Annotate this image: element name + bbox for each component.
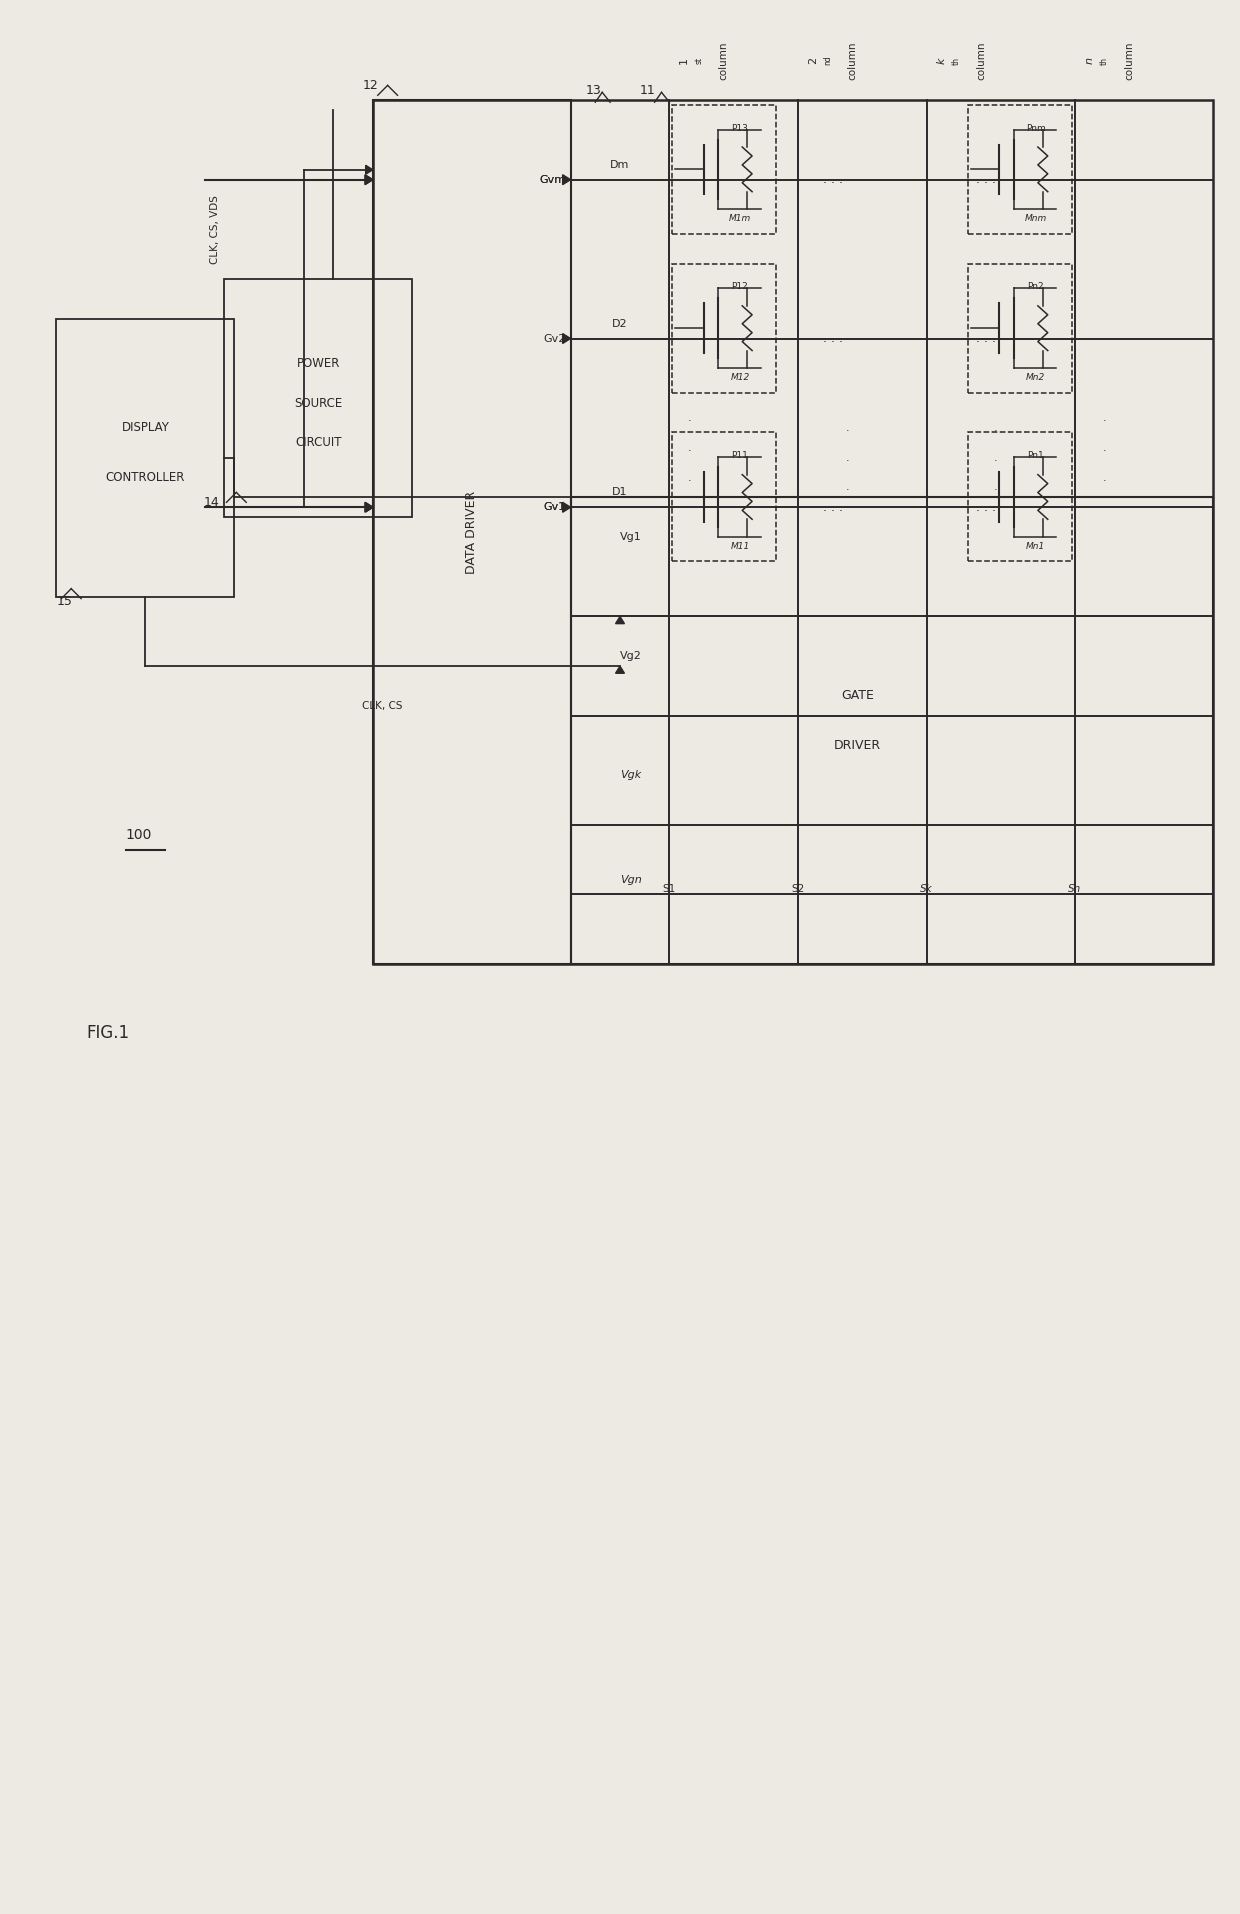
Text: . . .: . . . <box>976 172 996 186</box>
Bar <box>373 100 570 965</box>
Bar <box>56 318 234 597</box>
Text: 2: 2 <box>807 57 818 63</box>
Text: P12: P12 <box>732 283 748 291</box>
Text: DRIVER: DRIVER <box>833 739 880 752</box>
Text: . . .: . . . <box>976 501 996 513</box>
Polygon shape <box>365 501 373 513</box>
Text: CONTROLLER: CONTROLLER <box>105 471 185 484</box>
Text: .: . <box>846 482 849 492</box>
Text: FIG.1: FIG.1 <box>86 1024 129 1043</box>
Text: .: . <box>994 452 997 463</box>
Text: 12: 12 <box>363 78 378 92</box>
Polygon shape <box>615 616 625 624</box>
Text: Gvm: Gvm <box>539 174 565 184</box>
Text: .: . <box>846 452 849 463</box>
Text: Sk: Sk <box>920 884 932 894</box>
Polygon shape <box>366 176 373 184</box>
Text: .: . <box>687 442 691 454</box>
Text: Pn1: Pn1 <box>1027 452 1044 459</box>
Text: 100: 100 <box>125 829 153 842</box>
Polygon shape <box>365 174 373 184</box>
Text: CLK, CS, VDS: CLK, CS, VDS <box>210 195 219 264</box>
Text: Gv1: Gv1 <box>543 501 565 513</box>
Polygon shape <box>563 174 570 184</box>
Text: P11: P11 <box>732 452 748 459</box>
Text: GATE: GATE <box>841 689 874 702</box>
Text: 15: 15 <box>56 595 72 609</box>
Text: Pn2: Pn2 <box>1027 283 1044 291</box>
Bar <box>570 498 1213 965</box>
Text: .: . <box>687 473 691 482</box>
Text: .: . <box>1102 473 1106 482</box>
Text: . . .: . . . <box>822 172 843 186</box>
Text: .: . <box>994 423 997 433</box>
Text: Vg2: Vg2 <box>620 651 642 660</box>
Text: column: column <box>1125 42 1135 80</box>
Text: Mn2: Mn2 <box>1025 373 1045 381</box>
Text: Pnm: Pnm <box>1025 124 1045 132</box>
Bar <box>968 264 1071 392</box>
Text: . . .: . . . <box>822 501 843 513</box>
Text: P13: P13 <box>732 124 748 132</box>
Text: S2: S2 <box>791 884 805 894</box>
Text: Vgn: Vgn <box>620 875 642 884</box>
Text: .: . <box>1102 413 1106 423</box>
Text: Mnm: Mnm <box>1024 214 1047 222</box>
Text: 13: 13 <box>585 84 601 98</box>
Text: S1: S1 <box>663 884 676 894</box>
Text: 11: 11 <box>640 84 656 98</box>
Text: 1: 1 <box>680 57 689 63</box>
Bar <box>224 279 413 517</box>
Text: Sn: Sn <box>1068 884 1081 894</box>
Text: D1: D1 <box>613 488 627 498</box>
Text: 14: 14 <box>203 496 219 509</box>
Text: Gv1: Gv1 <box>543 501 565 513</box>
Bar <box>373 100 1213 965</box>
Text: th: th <box>1100 57 1109 65</box>
Text: M1m: M1m <box>729 214 751 222</box>
Text: .: . <box>846 423 849 433</box>
Text: POWER: POWER <box>296 356 340 369</box>
Polygon shape <box>366 503 373 511</box>
Polygon shape <box>563 333 570 343</box>
Bar <box>968 433 1071 561</box>
Text: . . .: . . . <box>822 331 843 345</box>
Polygon shape <box>366 503 373 511</box>
Text: CLK, CS: CLK, CS <box>362 701 403 710</box>
Text: column: column <box>976 42 986 80</box>
Text: n: n <box>1085 57 1095 63</box>
Text: DATA DRIVER: DATA DRIVER <box>465 490 479 574</box>
Polygon shape <box>615 666 625 674</box>
Text: k: k <box>936 57 946 63</box>
Text: column: column <box>847 42 857 80</box>
Text: .: . <box>687 413 691 423</box>
Text: Vgk: Vgk <box>620 769 641 781</box>
Text: CIRCUIT: CIRCUIT <box>295 436 342 450</box>
Bar <box>672 264 776 392</box>
Text: Gvm: Gvm <box>539 174 565 184</box>
Text: M12: M12 <box>730 373 749 381</box>
Text: .: . <box>994 482 997 492</box>
Polygon shape <box>563 501 570 513</box>
Text: st: st <box>694 57 703 63</box>
Bar <box>672 105 776 234</box>
Text: Dm: Dm <box>610 159 630 170</box>
Text: . . .: . . . <box>976 331 996 345</box>
Text: Vg1: Vg1 <box>620 532 642 542</box>
Bar <box>672 433 776 561</box>
Text: Gv2: Gv2 <box>543 333 565 343</box>
Text: column: column <box>719 42 729 80</box>
Text: nd: nd <box>823 56 832 65</box>
Polygon shape <box>366 165 373 174</box>
Text: M11: M11 <box>730 542 749 551</box>
Text: th: th <box>951 57 961 65</box>
Text: Mn1: Mn1 <box>1025 542 1045 551</box>
Text: SOURCE: SOURCE <box>294 396 342 410</box>
Text: DISPLAY: DISPLAY <box>122 421 170 434</box>
Text: .: . <box>1102 442 1106 454</box>
Bar <box>968 105 1071 234</box>
Text: D2: D2 <box>613 318 627 329</box>
